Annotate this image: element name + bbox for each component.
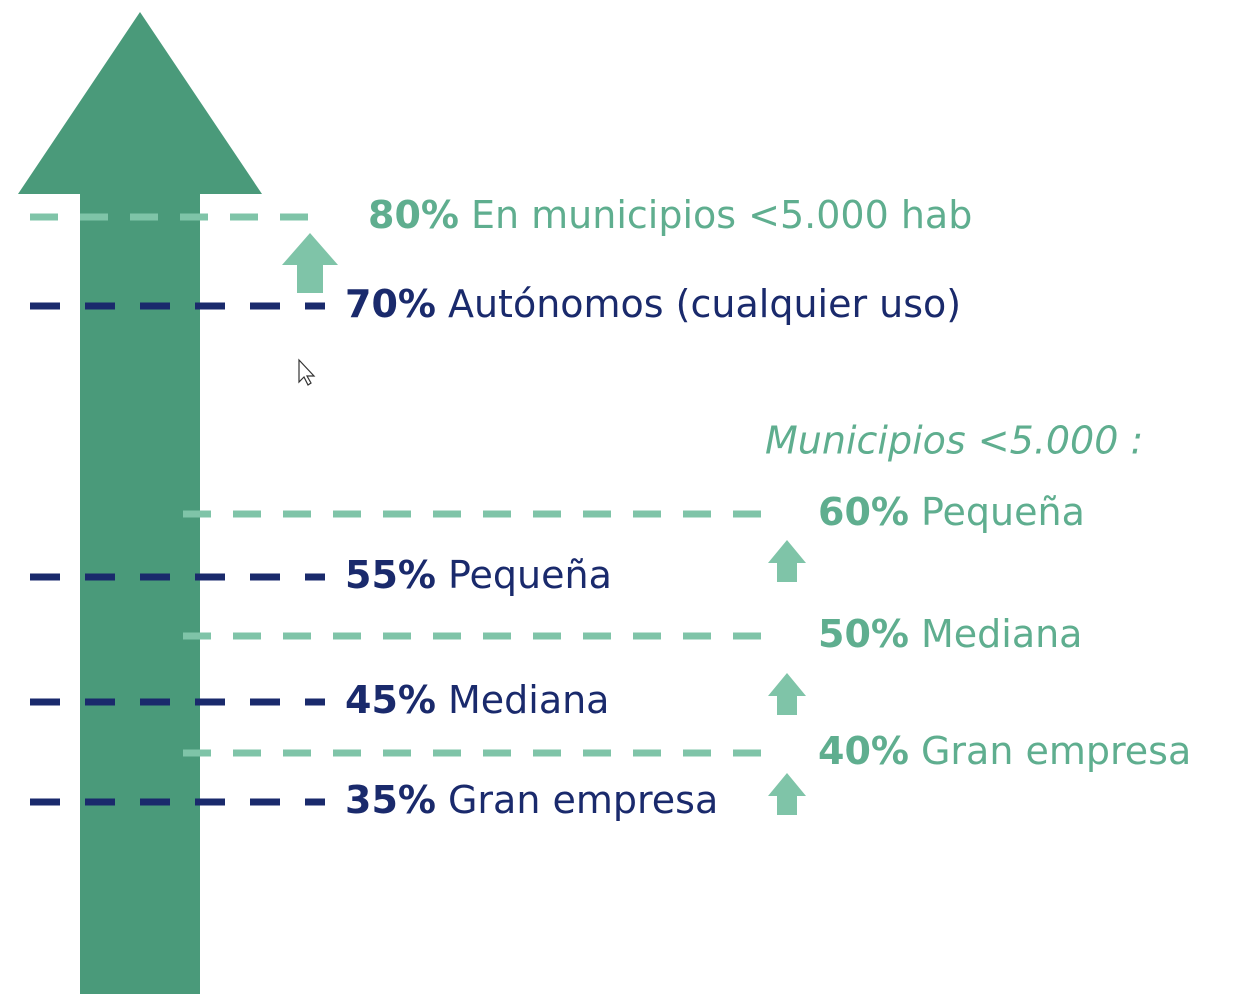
percent: 55%	[345, 553, 436, 597]
small-arrow	[768, 673, 806, 715]
municipios-heading: Municipios <5.000 :	[765, 419, 1143, 463]
label: Mediana	[448, 678, 610, 722]
small-arrow	[282, 233, 338, 293]
percent: 80%	[368, 193, 459, 237]
percent: 40%	[818, 729, 909, 773]
label: Autónomos (cualquier uso)	[448, 282, 961, 326]
entry: 50% Mediana	[818, 612, 1082, 656]
small-arrow	[768, 773, 806, 815]
label: Pequeña	[921, 490, 1085, 534]
entry: 55% Pequeña	[345, 553, 612, 597]
entry: 35% Gran empresa	[345, 778, 718, 822]
label: Gran empresa	[448, 778, 718, 822]
percent: 45%	[345, 678, 436, 722]
label: En municipios <5.000 hab	[471, 193, 972, 237]
percent: 50%	[818, 612, 909, 656]
entry: 60% Pequeña	[818, 490, 1085, 534]
percent: 70%	[345, 282, 436, 326]
entry: 70% Autónomos (cualquier uso)	[345, 282, 961, 326]
entry: 40% Gran empresa	[818, 729, 1191, 773]
percent: 60%	[818, 490, 909, 534]
label: Gran empresa	[921, 729, 1191, 773]
big-arrow	[18, 12, 262, 994]
label: Pequeña	[448, 553, 612, 597]
label: Mediana	[921, 612, 1083, 656]
small-arrow	[768, 540, 806, 582]
entry: 80% En municipios <5.000 hab	[368, 193, 972, 237]
percent: 35%	[345, 778, 436, 822]
entry: 45% Mediana	[345, 678, 609, 722]
cursor	[298, 358, 316, 386]
